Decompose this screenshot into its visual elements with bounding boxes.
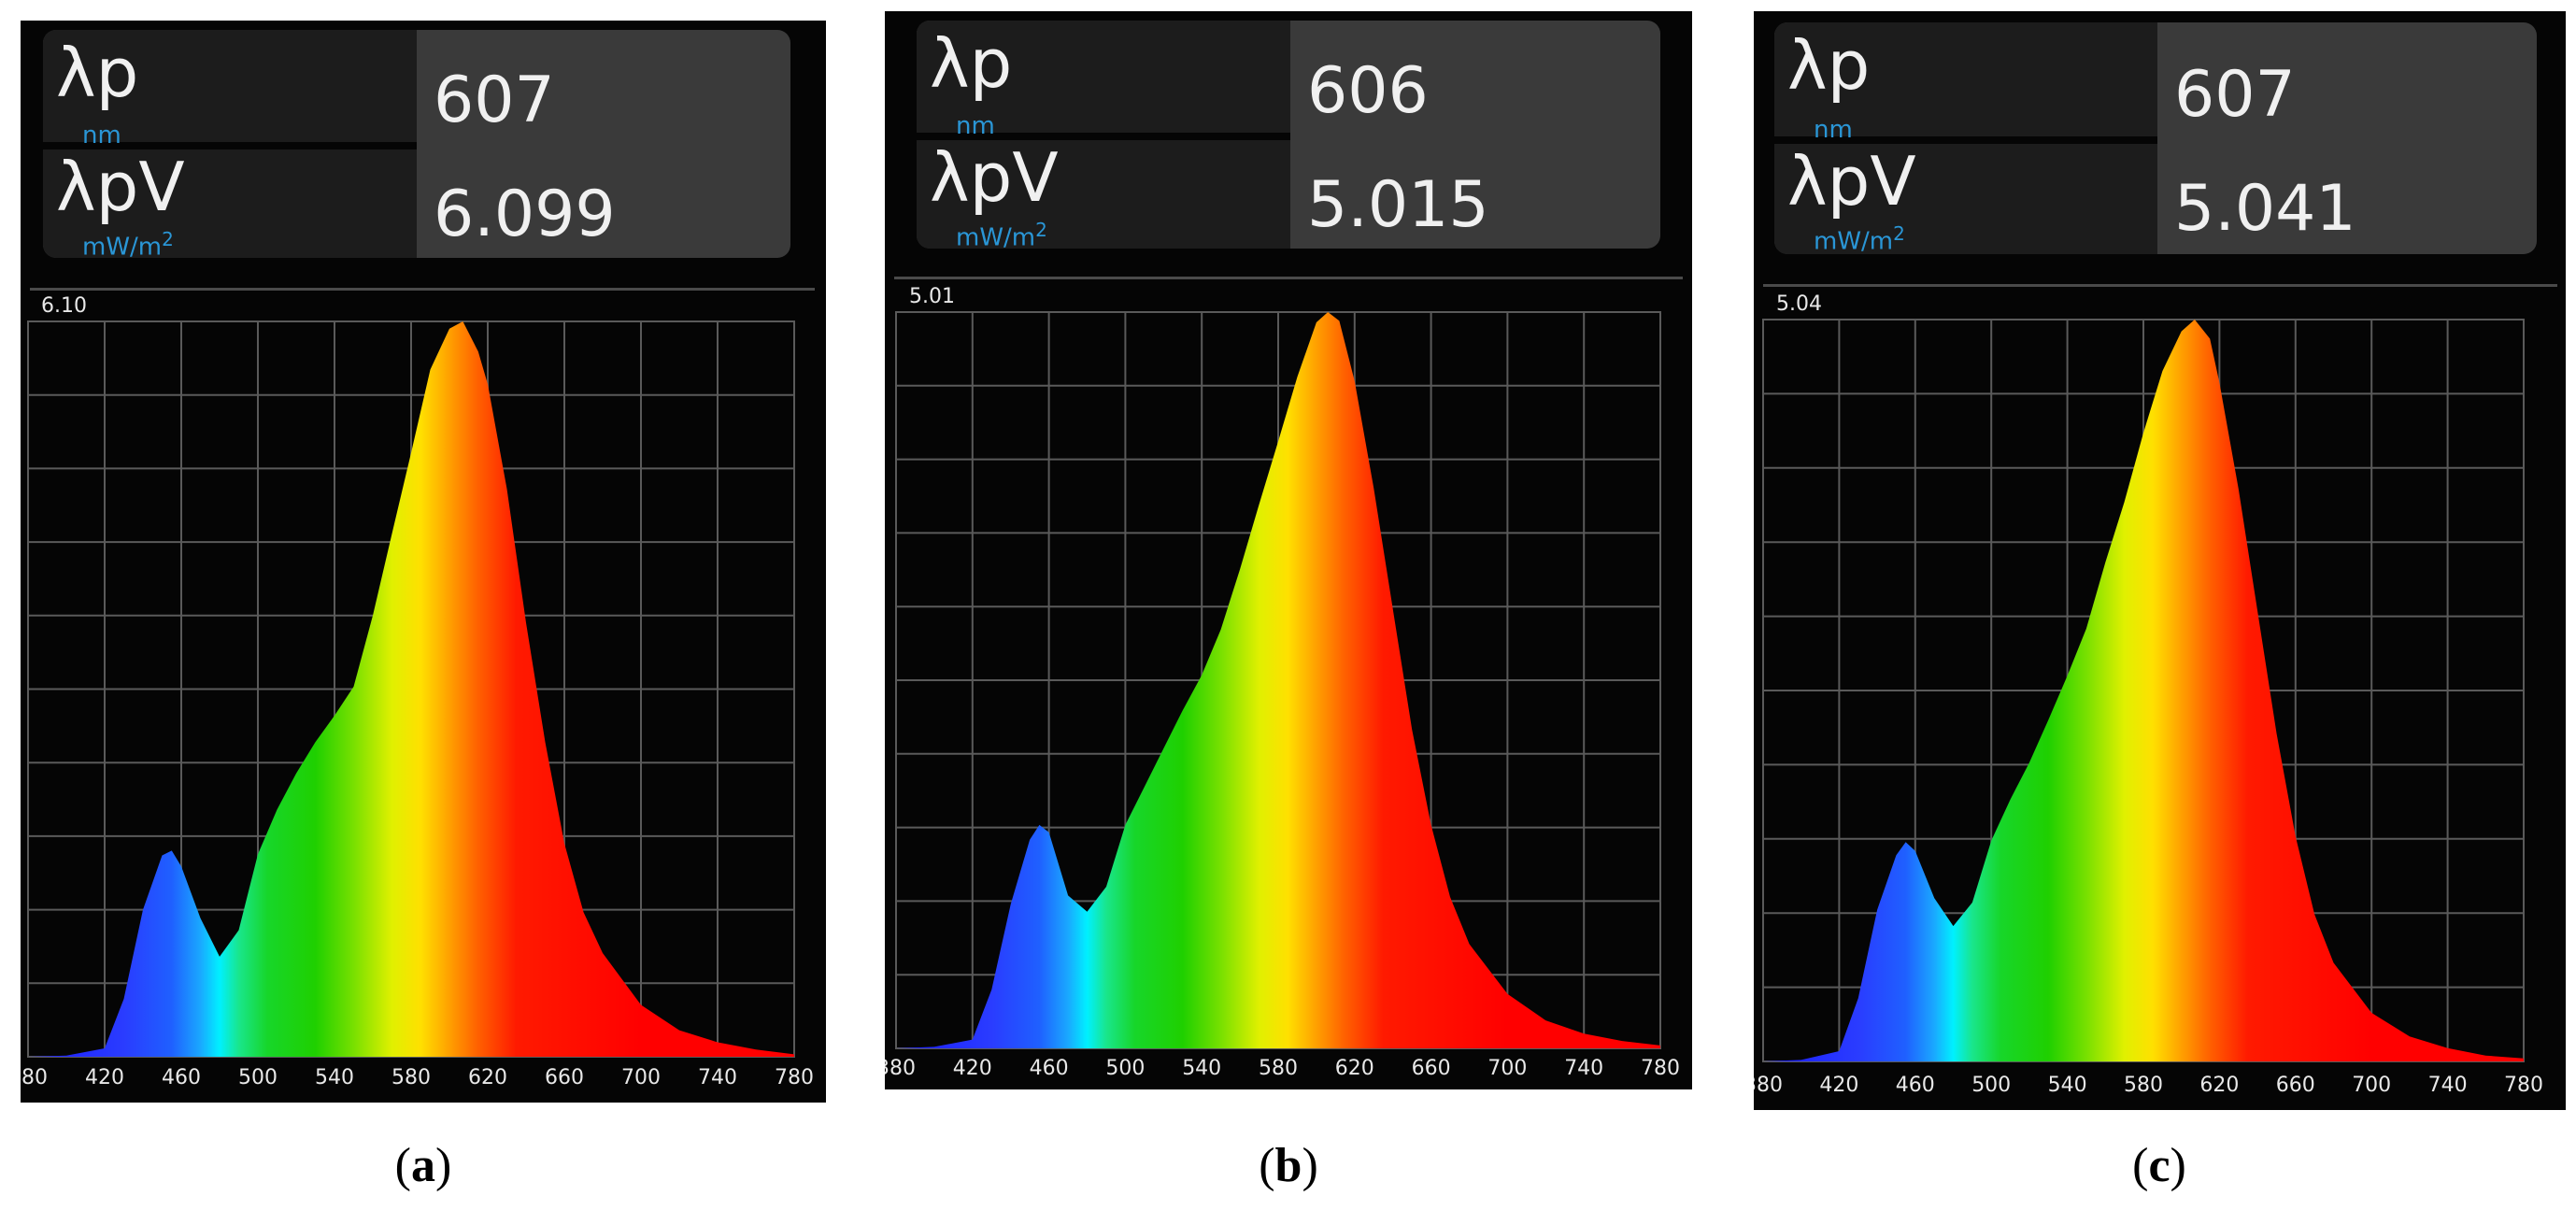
power-unit: mW/m2 — [82, 228, 174, 258]
x-tick-label: 580 — [391, 1066, 431, 1089]
x-tick-label: 460 — [1896, 1074, 1935, 1097]
x-tick-label: 780 — [2504, 1074, 2543, 1097]
spectrum-chart-a: 6.10 380 420 460 500 540 580 620 660 700 740 780 — [21, 294, 814, 1089]
x-tick-label: 420 — [1819, 1074, 1858, 1097]
spectrum-area — [28, 321, 794, 1057]
x-tick-label: 660 — [1412, 1057, 1451, 1080]
power-label: λpV — [56, 148, 185, 226]
power-unit: mW/m2 — [1814, 222, 1905, 254]
x-tick-label: 740 — [698, 1066, 737, 1089]
x-tick-label: 500 — [1971, 1074, 2011, 1097]
x-tick-label: 740 — [2428, 1074, 2468, 1097]
readout-box: λp nm 606 λpV mW/m2 5.015 — [917, 21, 1660, 249]
x-tick-label: 460 — [162, 1066, 201, 1089]
x-tick-label: 660 — [545, 1066, 584, 1089]
peak-wavelength-unit: nm — [82, 121, 121, 149]
peak-wavelength-label: λp — [1787, 26, 1871, 105]
x-tick-label: 620 — [468, 1066, 507, 1089]
power-value: 6.099 — [434, 178, 616, 251]
x-tick-label: 380 — [1754, 1074, 1783, 1097]
x-tick-label: 460 — [1030, 1057, 1069, 1080]
x-tick-label: 540 — [315, 1066, 354, 1089]
x-tick-label: 620 — [1335, 1057, 1374, 1080]
power-value: 5.041 — [2174, 172, 2356, 246]
peak-wavelength-label: λp — [56, 34, 139, 112]
y-max-label: 5.04 — [1776, 292, 1822, 316]
spectrum-panel-c: λp nm 607 λpV mW/m2 5.041 5.043804204605… — [1754, 11, 2566, 1110]
spectrum-area — [896, 312, 1660, 1048]
caption-c: (c) — [2132, 1139, 2186, 1192]
x-tick-label: 580 — [2124, 1074, 2163, 1097]
spectrum-chart-c: 5.04 380 420 460 500 540 580 620 660 700 740 780 — [1754, 292, 2543, 1097]
power-label: λpV — [930, 138, 1059, 217]
x-tick-label: 540 — [2048, 1074, 2087, 1097]
x-tick-label: 740 — [1564, 1057, 1603, 1080]
caption-a: (a) — [394, 1139, 452, 1192]
x-tick-label: 580 — [1259, 1057, 1298, 1080]
x-tick-label: 540 — [1182, 1057, 1221, 1080]
peak-wavelength-unit: nm — [1814, 116, 1853, 144]
x-tick-label: 620 — [2199, 1074, 2239, 1097]
x-tick-label: 420 — [953, 1057, 992, 1080]
caption-b: (b) — [1259, 1139, 1318, 1192]
y-max-label: 6.10 — [41, 294, 87, 318]
peak-wavelength-value: 606 — [1307, 54, 1429, 128]
x-tick-label: 420 — [85, 1066, 124, 1089]
power-value: 5.015 — [1307, 168, 1489, 242]
x-tick-label: 380 — [21, 1066, 48, 1089]
x-tick-label: 500 — [1105, 1057, 1145, 1080]
x-tick-label: 500 — [238, 1066, 278, 1089]
separator-line — [1763, 284, 2557, 287]
x-tick-label: 780 — [775, 1066, 814, 1089]
readout-box: λp nm 607 λpV mW/m2 5.041 — [1774, 22, 2537, 254]
separator-line — [894, 277, 1683, 279]
spectrum-chart-b: 5.01 380 420 460 500 540 580 620 660 700 740 780 — [885, 285, 1680, 1080]
power-label: λpV — [1787, 142, 1916, 221]
spectrum-area — [1763, 320, 2524, 1061]
separator-line — [30, 288, 815, 291]
x-tick-label: 380 — [885, 1057, 916, 1080]
x-tick-label: 780 — [1641, 1057, 1680, 1080]
readout-box: λp nm 607 λpV mW/m2 6.099 — [43, 30, 790, 258]
peak-wavelength-value: 607 — [2174, 58, 2296, 132]
y-max-label: 5.01 — [909, 285, 955, 308]
x-tick-label: 660 — [2276, 1074, 2315, 1097]
spectrum-panel-b: λp nm 606 λpV mW/m2 5.015 5.013804204605… — [885, 11, 1692, 1089]
power-unit: mW/m2 — [956, 219, 1047, 249]
peak-wavelength-value: 607 — [434, 64, 555, 137]
peak-wavelength-unit: nm — [956, 112, 995, 140]
peak-wavelength-label: λp — [930, 24, 1013, 103]
x-tick-label: 700 — [1487, 1057, 1527, 1080]
x-tick-label: 700 — [621, 1066, 661, 1089]
x-tick-label: 700 — [2352, 1074, 2391, 1097]
spectrum-panel-a: λp nm 607 λpV mW/m2 6.099 6.10 380 420 460 5… — [21, 21, 826, 1103]
